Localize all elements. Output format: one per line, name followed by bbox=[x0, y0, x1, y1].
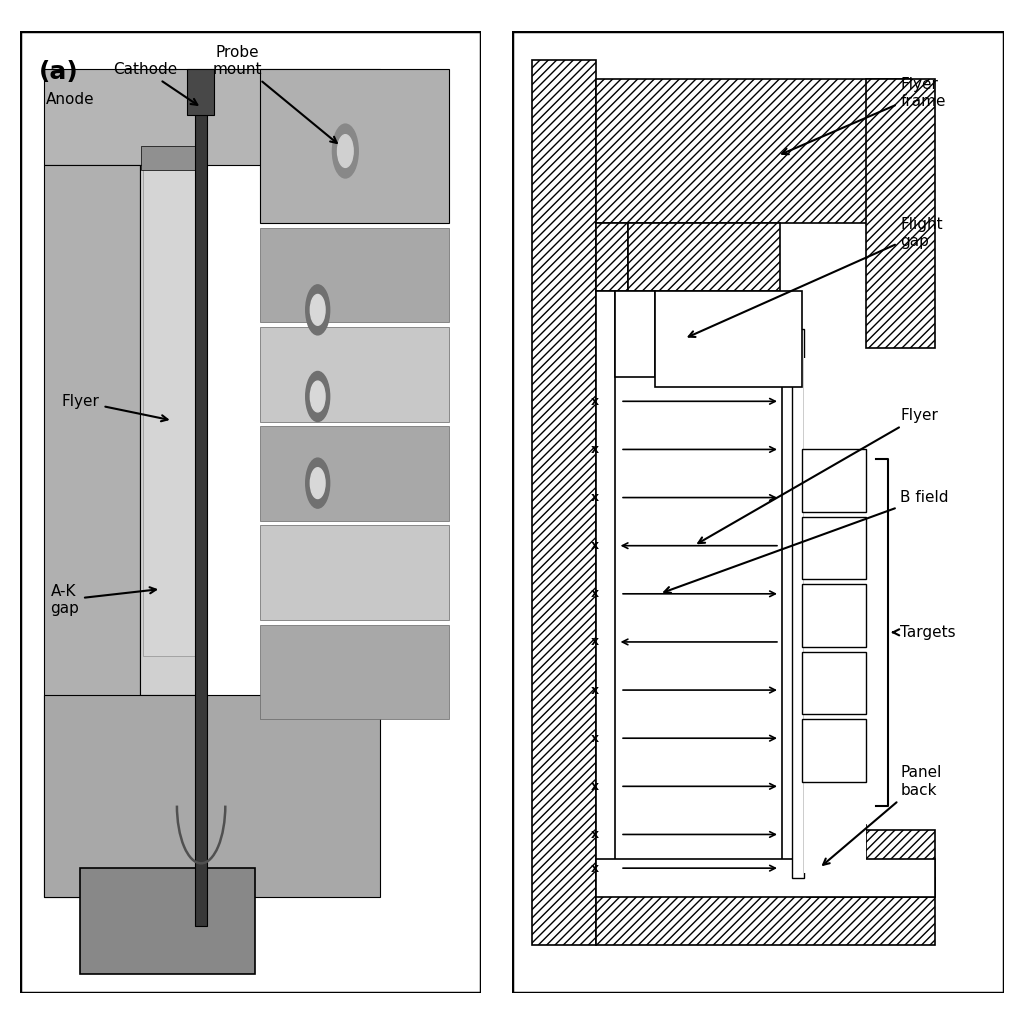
Bar bbox=[80, 868, 256, 974]
Circle shape bbox=[333, 124, 358, 178]
Bar bbox=[782, 339, 802, 878]
Bar bbox=[596, 858, 935, 897]
Text: x: x bbox=[591, 828, 599, 841]
Bar bbox=[802, 584, 866, 647]
Bar bbox=[805, 358, 866, 872]
Bar bbox=[140, 166, 196, 695]
Text: Cathode: Cathode bbox=[113, 62, 198, 104]
Circle shape bbox=[306, 458, 330, 508]
Bar bbox=[141, 146, 196, 170]
Circle shape bbox=[310, 295, 325, 326]
Text: Probe
mount: Probe mount bbox=[212, 45, 337, 143]
Text: x: x bbox=[591, 588, 599, 600]
Text: x: x bbox=[591, 861, 599, 874]
Text: x: x bbox=[591, 395, 599, 408]
Text: Panel
back: Panel back bbox=[823, 765, 942, 865]
Text: x: x bbox=[591, 492, 599, 504]
Circle shape bbox=[310, 381, 325, 412]
Text: x: x bbox=[591, 540, 599, 552]
Bar bbox=[596, 79, 910, 223]
Bar bbox=[260, 328, 449, 422]
Text: x: x bbox=[591, 443, 599, 456]
Text: x: x bbox=[591, 684, 599, 696]
Bar bbox=[596, 223, 628, 291]
Bar bbox=[807, 829, 935, 897]
Bar bbox=[802, 450, 866, 512]
Text: B field: B field bbox=[665, 490, 949, 593]
Bar bbox=[260, 625, 449, 719]
Bar bbox=[260, 228, 449, 323]
Bar bbox=[195, 88, 207, 926]
Bar bbox=[187, 70, 214, 116]
Bar bbox=[43, 70, 380, 166]
Bar bbox=[628, 223, 780, 291]
Text: x: x bbox=[591, 636, 599, 648]
Bar bbox=[596, 291, 615, 878]
Text: (a): (a) bbox=[39, 59, 79, 84]
Bar bbox=[802, 651, 866, 714]
Text: Flight
gap: Flight gap bbox=[689, 217, 943, 337]
Bar bbox=[802, 719, 866, 781]
Text: A-K
gap: A-K gap bbox=[50, 584, 156, 616]
Text: Flyer: Flyer bbox=[61, 394, 168, 421]
Text: Flyer
frame: Flyer frame bbox=[782, 77, 946, 155]
Text: Anode: Anode bbox=[46, 92, 94, 106]
Bar bbox=[260, 70, 449, 223]
Text: x: x bbox=[591, 780, 599, 793]
Bar bbox=[142, 166, 196, 656]
Text: Flyer: Flyer bbox=[698, 409, 938, 543]
Text: Targets: Targets bbox=[893, 625, 956, 640]
Bar bbox=[659, 297, 797, 382]
Circle shape bbox=[310, 468, 325, 499]
Text: x: x bbox=[591, 732, 599, 744]
Bar bbox=[802, 825, 866, 878]
Text: (b): (b) bbox=[531, 59, 572, 84]
Circle shape bbox=[338, 135, 353, 167]
Bar bbox=[793, 329, 805, 878]
Bar bbox=[802, 517, 866, 580]
Bar bbox=[260, 426, 449, 520]
Bar bbox=[43, 695, 380, 897]
Bar bbox=[596, 878, 935, 945]
Circle shape bbox=[306, 285, 330, 335]
Bar bbox=[615, 291, 654, 377]
Circle shape bbox=[306, 372, 330, 422]
Bar bbox=[866, 79, 935, 348]
Bar bbox=[43, 166, 140, 897]
Bar bbox=[531, 59, 596, 945]
Bar bbox=[654, 291, 802, 387]
Bar bbox=[260, 525, 449, 620]
